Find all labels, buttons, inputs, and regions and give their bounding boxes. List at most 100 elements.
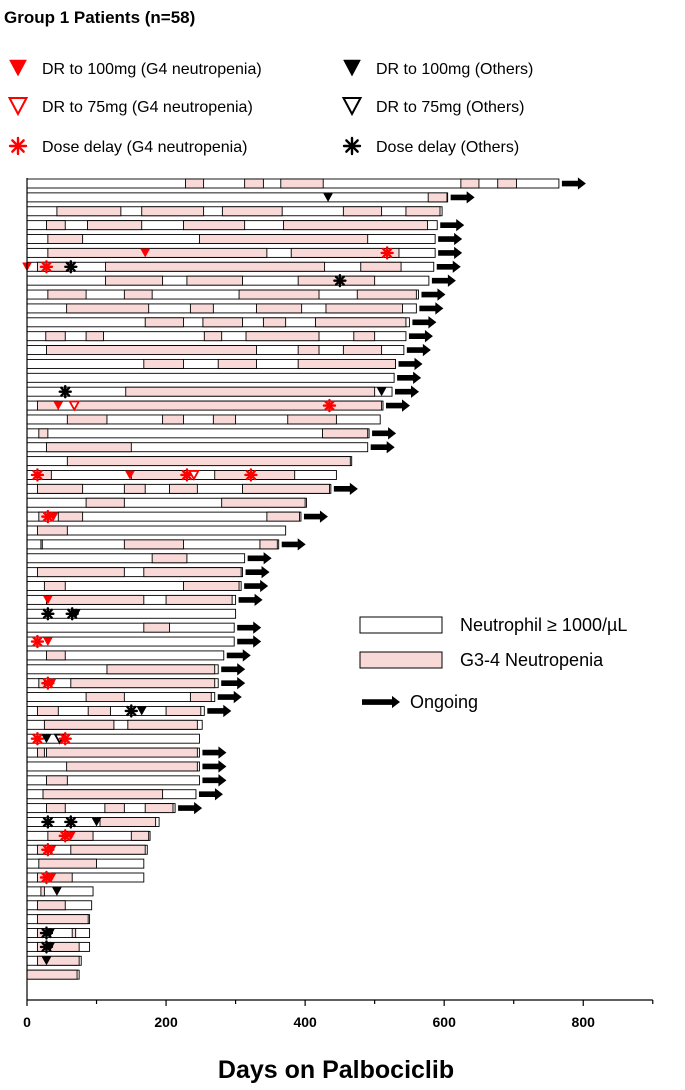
neutropenia-segment (165, 594, 233, 605)
neutropenia-segment (342, 206, 383, 217)
patient-row (26, 552, 272, 565)
legend-top-label: Dose delay (Others) (376, 139, 519, 156)
legend-top-item: DR to 100mg (G4 neutropenia) (9, 59, 262, 78)
dose-delay-marker (64, 815, 78, 829)
patient-row (26, 676, 246, 690)
neutropenia-segment (212, 414, 237, 425)
neutropenia-segment (221, 206, 283, 217)
neutropenia-segment (43, 719, 115, 730)
neutropenia-segment (127, 719, 198, 730)
patient-row (26, 398, 410, 413)
neutropenia-segment (36, 705, 59, 716)
legend-star-icon (342, 136, 362, 156)
legend-filled-triangle-icon (343, 59, 361, 77)
neutropenia-segment (280, 178, 324, 189)
neutropenia-segment (360, 261, 402, 272)
dose-delay-marker (124, 704, 138, 718)
patient-row (26, 497, 307, 508)
ongoing-arrow-icon (247, 552, 272, 565)
patient-row (26, 900, 93, 911)
legend-swatch (359, 651, 443, 669)
ongoing-arrow-icon (412, 316, 437, 329)
neutropenia-segment (144, 803, 174, 814)
neutrophil-bar (26, 733, 200, 744)
neutropenia-segment (287, 414, 337, 425)
legend-top-item: Dose delay (G4 neutropenia) (8, 136, 247, 156)
neutropenia-segment (36, 525, 68, 536)
neutropenia-segment (182, 581, 240, 591)
neutropenia-segment (244, 178, 264, 189)
neutrophil-bar (26, 372, 395, 383)
ongoing-arrow-icon (281, 538, 306, 551)
neutropenia-segment (123, 289, 153, 300)
neutropenia-segment (36, 955, 80, 966)
neutropenia-segment (38, 428, 49, 439)
dose-delay-marker (333, 273, 347, 288)
chart-title: Group 1 Patients (n=58) (4, 8, 195, 27)
patient-row (26, 538, 306, 551)
ongoing-arrow-icon (561, 177, 586, 190)
dose-delay-marker (58, 732, 72, 746)
legend-top-label: DR to 100mg (G4 neutropenia) (42, 61, 262, 78)
neutropenia-segment (36, 872, 73, 883)
neutropenia-segment (143, 622, 170, 633)
patient-row (26, 232, 463, 246)
patient-row (26, 273, 456, 288)
patient-row (26, 177, 586, 190)
neutropenia-segment (259, 539, 278, 550)
legend-swatch (359, 616, 443, 634)
neutropenia-segment (342, 345, 383, 356)
patient-row (26, 385, 420, 399)
neutropenia-segment (123, 539, 184, 550)
ongoing-arrow-icon (431, 274, 456, 287)
neutropenia-segment (70, 844, 146, 855)
patient-row (26, 218, 465, 232)
neutropenia-segment (189, 692, 212, 703)
patient-row (26, 371, 422, 384)
neutropenia-segment (56, 206, 122, 217)
ongoing-arrow-icon (178, 801, 203, 815)
ongoing-arrow-icon (397, 371, 422, 384)
neutropenia-segment (262, 317, 287, 328)
ongoing-arrow-icon (226, 649, 251, 662)
ongoing-arrow-icon (202, 760, 227, 773)
legend-top-item: DR to 75mg (Others) (341, 97, 524, 117)
patient-row (26, 774, 227, 787)
neutropenia-segment (497, 178, 517, 189)
legend-top-label: DR to 75mg (Others) (376, 99, 524, 116)
legend-side-item: G3-4 Neutropenia (359, 650, 604, 670)
neutropenia-segment (202, 317, 243, 328)
ongoing-arrow-icon (245, 565, 270, 579)
neutropenia-segment (36, 567, 125, 578)
patient-row (26, 858, 145, 869)
legend-open-triangle-icon (7, 97, 29, 117)
patient-row (26, 246, 463, 260)
neutropenia-segment (315, 317, 407, 328)
legend-top-item: Dose delay (Others) (342, 136, 519, 156)
neutropenia-segment (189, 303, 214, 314)
neutropenia-segment (66, 761, 198, 772)
dose-reduction-marker (51, 887, 62, 896)
ongoing-arrow-icon (438, 232, 463, 246)
patient-row (26, 663, 246, 676)
patient-row (26, 525, 287, 536)
x-tick-label: 600 (433, 1014, 457, 1030)
patient-row (26, 870, 145, 885)
ongoing-arrow-icon (221, 677, 246, 690)
ongoing-arrow-icon (221, 663, 246, 676)
neutropenia-segment (322, 428, 369, 439)
ongoing-arrow-icon (395, 385, 420, 398)
patient-row (26, 843, 148, 857)
ongoing-arrow-icon (450, 191, 475, 204)
patient-row (26, 482, 358, 496)
neutropenia-segment (143, 358, 184, 369)
neutropenia-segment (356, 289, 417, 300)
neutropenia-segment (143, 567, 242, 578)
patient-row (26, 427, 397, 440)
dose-delay-marker (244, 468, 258, 482)
ongoing-arrow-icon (202, 774, 227, 787)
ongoing-arrow-icon (398, 357, 423, 371)
dose-reduction-marker (91, 817, 102, 827)
patient-row (26, 801, 203, 815)
neutrophil-bar (26, 608, 237, 619)
